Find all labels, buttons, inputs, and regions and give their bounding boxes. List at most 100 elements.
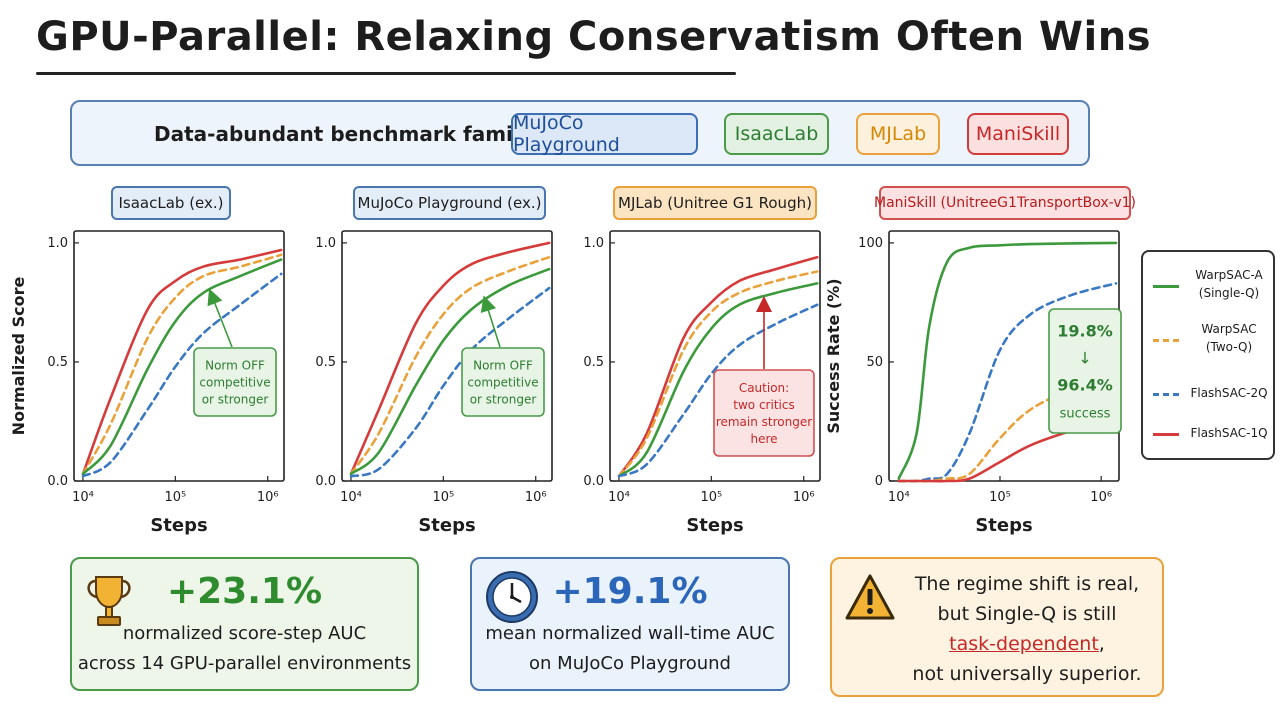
- clock-icon: [486, 571, 538, 623]
- chart-0-xtick-label: 10⁴: [72, 490, 94, 505]
- benchmark-pill-maniskill: ManiSkill: [967, 113, 1069, 155]
- chart-1-annotation-arrow: [480, 295, 501, 348]
- chart-2-xtick-label: 10⁴: [608, 490, 630, 505]
- panel-title-mjlab: MJLab (Unitree G1 Rough): [613, 186, 817, 220]
- chart-0-annotation-text: or stronger: [202, 392, 269, 406]
- chart-1-annotation-box: [461, 347, 545, 417]
- caveat-line2: but Single-Q is still: [937, 603, 1117, 625]
- chart-3-series-flashsac-1q: [897, 417, 1118, 483]
- chart-2-annotation-text: here: [750, 432, 777, 446]
- chart-2-series-flashsac-2q: [617, 303, 819, 478]
- chart-2-ytick-label: 0.0: [583, 474, 604, 489]
- legend-item-warpsac: WarpSAC (Two-Q): [1153, 320, 1271, 360]
- chart-2-series-warpsac: [617, 270, 819, 478]
- warning-icon: [845, 574, 895, 620]
- chart-1-annotation-text: or stronger: [470, 392, 537, 406]
- chart-1-ytick-label: 0.0: [315, 474, 336, 489]
- caveat-line4: not universally superior.: [912, 663, 1142, 685]
- chart-0-series-warpsac-a: [81, 258, 283, 476]
- benchmark-families-label: Data-abundant benchmark families:: [154, 122, 561, 146]
- chart-1-annotation-text: competitive: [467, 375, 538, 389]
- chart-3-ytick-label: 50: [866, 355, 883, 370]
- chart-0-plot-area: [73, 230, 285, 482]
- chart-2-xtick-label: 10⁶: [793, 490, 815, 505]
- chart-1-series-warpsac: [349, 255, 551, 476]
- chart-3-ytick-label: 100: [858, 236, 883, 251]
- legend-sublabel-warpsac: (Two-Q): [1205, 340, 1253, 354]
- chart-1-xlabel: Steps: [418, 515, 475, 536]
- benchmark-pill-mujoco: MuJoCo Playground: [511, 112, 698, 156]
- chart-3-xtick-label: 10⁵: [989, 490, 1011, 505]
- chart-0-ytick-label: 0.5: [47, 355, 68, 370]
- chart-2-annotation-text: two critics: [733, 398, 794, 412]
- legend-item-flashsac-1q: FlashSAC-1Q: [1153, 414, 1271, 454]
- legend-swatch-flashsac-1q: [1153, 433, 1179, 436]
- chart-3-annotation-text: ↓: [1078, 348, 1091, 367]
- chart-1-ytick-label: 0.5: [315, 355, 336, 370]
- chart-3-ylabel: Success Rate (%): [824, 278, 843, 433]
- chart-1-plot-area: [341, 230, 553, 482]
- walltime-improvement-line1: mean normalized wall-time AUC: [485, 623, 775, 644]
- legend: WarpSAC-A (Single-Q) WarpSAC (Two-Q) Flash…: [1141, 250, 1275, 460]
- chart-0-annotation-arrow: [207, 288, 233, 348]
- auc-improvement-line1: normalized score-step AUC: [122, 623, 367, 644]
- trophy-icon: [87, 576, 131, 626]
- caveat-line1: The regime shift is real,: [914, 573, 1140, 595]
- legend-swatch-flashsac-2q: [1153, 393, 1179, 396]
- chart-2-xlabel: Steps: [686, 515, 743, 536]
- chart-1-xtick-label: 10⁵: [432, 490, 454, 505]
- chart-2-annotation-text: remain stronger: [716, 415, 812, 429]
- legend-label-flashsac-1q: FlashSAC-1Q: [1190, 426, 1268, 440]
- auc-improvement-card: +23.1% normalized score-step AUC across …: [70, 557, 419, 691]
- chart-0-series-flashsac-1q: [81, 248, 283, 476]
- legend-label-warpsac: WarpSAC: [1201, 322, 1257, 336]
- chart-3-annotation-text: 96.4%: [1057, 375, 1113, 394]
- chart-3-annotation-text: 19.8%: [1057, 321, 1113, 340]
- page-title: GPU-Parallel: Relaxing Conservatism Ofte…: [36, 14, 1152, 60]
- legend-label-flashsac-2q: FlashSAC-2Q: [1190, 386, 1268, 400]
- chart-1-xtick-label: 10⁶: [525, 490, 547, 505]
- chart-0-xtick-label: 10⁵: [164, 490, 186, 505]
- chart-0-xlabel: Steps: [150, 515, 207, 536]
- chart-3-annotation-text: success: [1060, 406, 1111, 421]
- chart-1-series-flashsac-2q: [349, 286, 551, 478]
- chart-2-ytick-label: 1.0: [583, 236, 604, 251]
- legend-swatch-warpsac: [1153, 339, 1179, 342]
- chart-1-annotation-text: Norm OFF: [473, 358, 533, 372]
- chart-1-ytick-label: 1.0: [315, 236, 336, 251]
- chart-0-annotation-text: competitive: [199, 375, 270, 389]
- chart-2-xtick-label: 10⁵: [700, 490, 722, 505]
- caveat-emphasis: task-dependent: [949, 633, 1099, 655]
- chart-3-xlabel: Steps: [975, 515, 1032, 536]
- chart-0-ytick-label: 0.0: [47, 474, 68, 489]
- caveat-emphasis-suffix: ,: [1098, 633, 1105, 655]
- walltime-improvement-card: +19.1% mean normalized wall-time AUC on …: [470, 557, 790, 691]
- title-underline: [36, 72, 736, 75]
- walltime-improvement-line2: on MuJoCo Playground: [529, 653, 731, 674]
- chart-3-annotation-box: [1048, 308, 1122, 434]
- chart-3-series-flashsac-2q: [897, 282, 1118, 483]
- walltime-improvement-value: +19.1%: [552, 571, 708, 612]
- chart-3-xtick-label: 10⁴: [888, 490, 910, 505]
- benchmark-pill-isaaclab: IsaacLab: [724, 113, 829, 155]
- legend-swatch-warpsac-a: [1153, 285, 1179, 288]
- chart-0-annotation-box: [193, 347, 277, 417]
- chart-1-xtick-label: 10⁴: [340, 490, 362, 505]
- chart-3-xtick-label: 10⁶: [1090, 490, 1112, 505]
- chart-2-annotation-box: [713, 369, 815, 457]
- caveat-card: The regime shift is real, but Single-Q i…: [830, 557, 1164, 697]
- panel-title-maniskill: ManiSkill (UnitreeG1TransportBox-v1): [874, 186, 1136, 220]
- auc-improvement-line2: across 14 GPU-parallel environments: [77, 653, 412, 674]
- panel-title-isaaclab: IsaacLab (ex.): [111, 186, 231, 220]
- chart-2-ytick-label: 0.5: [583, 355, 604, 370]
- chart-3-ytick-label: 0: [875, 474, 883, 489]
- chart-0-ytick-label: 1.0: [47, 236, 68, 251]
- chart-0-ylabel: Normalized Score: [9, 277, 28, 436]
- chart-0-series-flashsac-2q: [81, 272, 283, 478]
- panel-title-mujoco: MuJoCo Playground (ex.): [353, 186, 546, 220]
- legend-item-warpsac-a: WarpSAC-A (Single-Q): [1153, 266, 1271, 306]
- legend-label-warpsac-a: WarpSAC-A: [1195, 268, 1263, 282]
- chart-2-series-warpsac-a: [617, 282, 819, 478]
- chart-3-series-warpsac-a: [897, 241, 1118, 480]
